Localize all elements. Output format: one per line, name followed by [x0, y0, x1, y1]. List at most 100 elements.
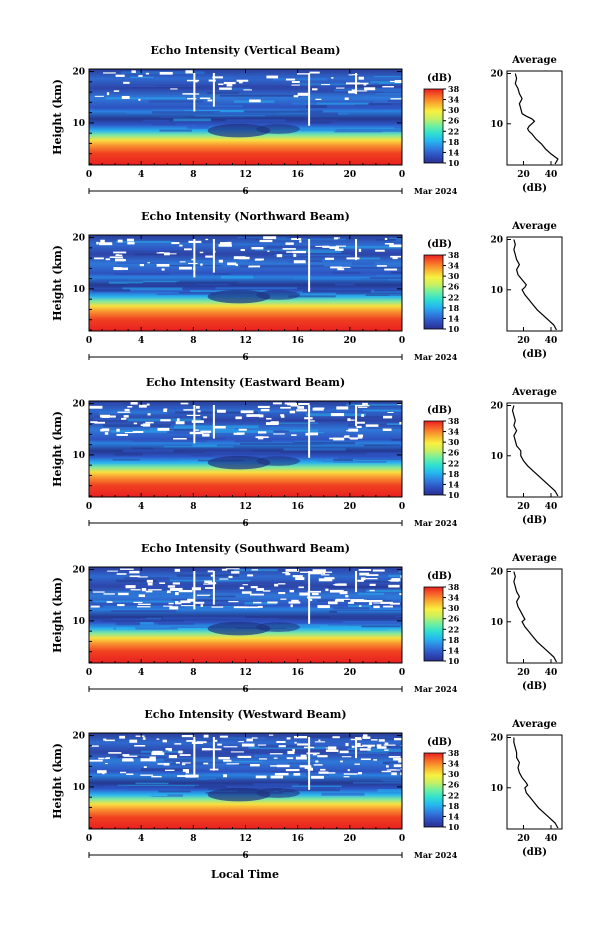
heatmap-trough	[256, 788, 301, 798]
y-tick-label: 20	[72, 400, 85, 410]
no-data-gap	[199, 251, 204, 254]
no-data-gap	[196, 594, 211, 596]
no-data-gap	[350, 437, 358, 440]
no-data-gap	[219, 242, 229, 245]
no-data-gap	[156, 263, 170, 267]
no-data-gap	[126, 238, 134, 242]
heatmap-streak	[273, 430, 290, 433]
heatmap-streak	[127, 283, 196, 286]
no-data-gap	[266, 75, 279, 79]
heatmap-streak	[370, 81, 402, 85]
no-data-gap	[308, 571, 323, 575]
heatmap-streak	[131, 87, 201, 89]
heatmap-trough	[207, 455, 271, 470]
no-data-gap	[138, 594, 146, 598]
no-data-gap	[191, 258, 195, 261]
heatmap-streak	[106, 97, 186, 100]
no-data-gap	[375, 249, 385, 252]
chart-title: Echo Intensity (Westward Beam)	[144, 708, 346, 721]
no-data-gap	[291, 238, 302, 241]
no-data-gap	[204, 587, 214, 589]
no-data-gap	[327, 601, 338, 605]
no-data-gap	[175, 601, 179, 605]
no-data-gap	[257, 405, 270, 408]
heatmap-streak	[318, 569, 392, 572]
x-tick-label: 16	[291, 502, 304, 512]
x-tick-label: 20	[344, 336, 357, 346]
no-data-gap	[334, 248, 344, 251]
heatmap-streak	[123, 449, 174, 453]
colorbar-tick-label: 10	[448, 822, 460, 832]
heatmap-streak	[134, 253, 180, 256]
no-data-gap	[339, 750, 349, 754]
heatmap-streak	[197, 105, 243, 108]
no-data-gap	[180, 600, 191, 604]
no-data-gap	[358, 772, 362, 775]
no-data-gap	[362, 734, 368, 738]
no-data-gap	[285, 568, 300, 572]
no-data-gap	[94, 95, 104, 97]
no-data-gap	[223, 774, 227, 778]
no-data-gap	[366, 574, 379, 576]
no-data-gap	[266, 417, 272, 420]
no-data-gap	[247, 415, 251, 417]
heatmap-streak	[293, 259, 323, 262]
no-data-gap	[103, 593, 115, 595]
no-data-gap	[90, 605, 100, 608]
heatmap-streak	[334, 785, 367, 788]
heatmap-streak	[175, 411, 258, 414]
colorbar-tick-label: 10	[448, 656, 460, 666]
average-x-tick-label: 40	[545, 170, 558, 180]
no-data-gap	[185, 770, 189, 774]
no-data-gap	[330, 413, 345, 417]
heatmap-streak	[337, 456, 402, 459]
average-x-tick-label: 20	[517, 170, 530, 180]
heatmap-streak	[115, 622, 141, 626]
x-tick-label: 0	[86, 834, 92, 844]
heatmap-streak	[115, 627, 136, 630]
y-axis-title: Height (km)	[51, 411, 64, 487]
heatmap-streak	[164, 428, 196, 432]
day-label: 6	[242, 685, 248, 695]
no-data-gap	[203, 734, 209, 738]
no-data-gap	[99, 242, 113, 246]
no-data-gap	[180, 402, 189, 405]
x-axis-title: Local Time	[211, 868, 279, 881]
no-data-gap	[274, 772, 289, 776]
no-data-gap	[166, 590, 171, 594]
y-tick-label: 20	[72, 732, 85, 742]
no-data-gap	[182, 769, 190, 772]
heatmap-streak	[367, 427, 402, 429]
heatmap-streak	[125, 247, 178, 250]
no-data-gap	[270, 421, 279, 424]
no-data-gap	[225, 568, 240, 570]
heatmap-streak	[302, 289, 372, 293]
heatmap-streak	[333, 458, 353, 462]
heatmap-streak	[182, 449, 254, 452]
heatmap-streak	[337, 751, 389, 755]
heatmap-streak	[392, 103, 402, 106]
no-data-gap	[186, 740, 196, 742]
heatmap-streak	[169, 418, 235, 422]
heatmap-streak	[294, 250, 342, 254]
no-data-gap	[383, 744, 396, 746]
no-data-gap	[335, 245, 346, 247]
colorbar	[423, 254, 444, 330]
average-y-tick-label: 10	[490, 452, 503, 462]
heatmap-streak	[346, 403, 402, 406]
heatmap-streak	[335, 283, 354, 286]
heatmap-streak	[336, 611, 402, 613]
no-data-gap	[200, 263, 203, 266]
no-data-gap	[104, 757, 108, 760]
no-data-gap	[377, 746, 387, 749]
heatmap-streak	[243, 581, 305, 584]
heatmap-streak	[122, 287, 183, 291]
no-data-gap	[257, 431, 267, 434]
heatmap-streak	[114, 273, 170, 275]
no-data-gap	[104, 739, 115, 742]
heatmap-streak	[187, 126, 209, 129]
colorbar-tick-label: 30	[448, 769, 460, 779]
no-data-gap	[358, 404, 363, 407]
no-data-gap	[389, 244, 403, 248]
colorbar-tick-label: 30	[448, 437, 460, 447]
